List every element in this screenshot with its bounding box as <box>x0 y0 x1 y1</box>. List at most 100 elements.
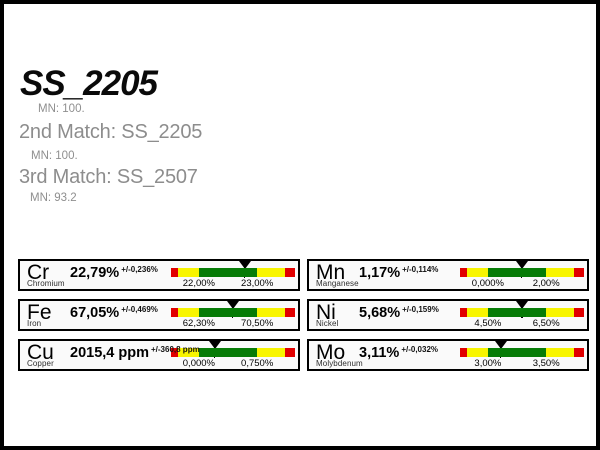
element-value: 2015,4 ppm <box>70 345 149 361</box>
gauge-marker-icon <box>238 261 251 269</box>
best-match-confidence: MN: 100. <box>38 103 85 115</box>
element-card-mo: Mo 3,11% +/-0,032% Molybdenum 3,00% 3,50% <box>307 339 589 371</box>
gauge-segment-green <box>198 308 258 317</box>
gauge-segment-yellow <box>467 308 488 317</box>
element-value: 1,17% <box>359 265 401 281</box>
element-card-ni: Ni 5,68% +/-0,159% Nickel 4,50% 6,50% <box>307 299 589 331</box>
gauge-min-label: 0,000% <box>471 278 505 289</box>
gauge-segment-yellow <box>178 268 199 277</box>
element-name: Copper <box>27 359 54 368</box>
gauge-max-label: 0,750% <box>241 358 274 369</box>
gauge-bar <box>171 268 295 277</box>
gauge-segment-yellow <box>257 348 286 357</box>
element-card-cu: Cu 2015,4 ppm +/-360,8 ppm Copper 0,000% … <box>18 339 300 371</box>
gauge-segment-red <box>460 268 468 277</box>
element-value-row: 1,17% +/-0,114% <box>359 264 438 282</box>
gauge-segment-green <box>487 308 547 317</box>
element-tolerance: +/-0,469% <box>121 305 158 314</box>
gauge-max-label: 23,00% <box>241 278 274 289</box>
element-range-gauge: 4,50% 6,50% <box>460 301 584 329</box>
element-symbol: Cu <box>27 341 54 364</box>
gauge-segment-red <box>574 268 584 277</box>
gauge-segment-yellow <box>257 268 286 277</box>
element-value-row: 22,79% +/-0,236% <box>70 264 158 282</box>
element-name: Iron <box>27 319 42 328</box>
element-card-cr: Cr 22,79% +/-0,236% Chromium 22,00% 23,00… <box>18 259 300 291</box>
gauge-min-label: 62,30% <box>182 318 216 329</box>
element-range-gauge: 3,00% 3,50% <box>460 341 584 369</box>
gauge-min-label: 4,50% <box>474 318 502 329</box>
gauge-segment-red <box>171 268 179 277</box>
gauge-segment-red <box>574 308 584 317</box>
gauge-bar <box>460 308 584 317</box>
element-value: 5,68% <box>359 305 401 321</box>
element-range-gauge: 0,000% 2,00% <box>460 261 584 289</box>
element-grid: Cr 22,79% +/-0,236% Chromium 22,00% 23,00… <box>18 259 589 371</box>
element-tolerance: +/-0,236% <box>121 265 158 274</box>
element-value-row: 2015,4 ppm +/-360,8 ppm <box>70 344 200 362</box>
element-symbol: Mn <box>316 261 346 284</box>
gauge-segment-green <box>198 268 258 277</box>
element-tolerance: +/-360,8 ppm <box>151 345 200 354</box>
gauge-segment-green <box>487 268 547 277</box>
gauge-marker-icon <box>226 301 239 309</box>
gauge-marker-icon <box>208 341 221 349</box>
element-value-row: 67,05% +/-0,469% <box>70 304 158 322</box>
element-name: Manganese <box>316 279 359 288</box>
gauge-segment-yellow <box>467 348 488 357</box>
second-match-confidence: MN: 100. <box>31 150 78 162</box>
element-card-fe: Fe 67,05% +/-0,469% Iron 62,30% 70,50% <box>18 299 300 331</box>
gauge-max-label: 6,50% <box>532 318 560 329</box>
gauge-segment-red <box>285 268 295 277</box>
gauge-bar <box>460 268 584 277</box>
gauge-segment-yellow <box>546 348 575 357</box>
element-value-row: 3,11% +/-0,032% <box>359 344 438 362</box>
element-symbol: Fe <box>27 301 52 324</box>
gauge-marker-icon <box>516 301 529 309</box>
element-symbol: Ni <box>316 301 336 324</box>
element-value: 22,79% <box>70 265 120 281</box>
element-name: Molybdenum <box>316 359 363 368</box>
third-match-confidence: MN: 93.2 <box>30 192 77 204</box>
gauge-min-label: 0,000% <box>182 358 216 369</box>
gauge-segment-yellow <box>546 268 575 277</box>
element-name: Nickel <box>316 319 339 328</box>
element-range-gauge: 62,30% 70,50% <box>171 301 295 329</box>
element-tolerance: +/-0,032% <box>401 345 439 354</box>
element-value: 3,11% <box>359 345 400 361</box>
gauge-segment-red <box>285 308 295 317</box>
gauge-segment-yellow <box>178 348 199 357</box>
gauge-min-label: 3,00% <box>474 358 502 369</box>
gauge-segment-yellow <box>178 308 199 317</box>
element-tolerance: +/-0,114% <box>402 265 439 274</box>
gauge-segment-red <box>171 348 179 357</box>
third-match-label: 3rd Match: SS_2507 <box>19 166 198 188</box>
gauge-segment-red <box>460 348 468 357</box>
gauge-marker-icon <box>494 341 507 349</box>
element-name: Chromium <box>27 279 65 288</box>
gauge-bar <box>460 348 584 357</box>
element-card-mn: Mn 1,17% +/-0,114% Manganese 0,000% 2,00% <box>307 259 589 291</box>
gauge-segment-red <box>171 308 179 317</box>
gauge-max-label: 70,50% <box>241 318 274 329</box>
gauge-segment-red <box>285 348 295 357</box>
gauge-min-label: 22,00% <box>182 278 216 289</box>
gauge-marker-icon <box>515 261 528 269</box>
gauge-segment-yellow <box>546 308 575 317</box>
gauge-segment-red <box>574 348 584 357</box>
element-symbol: Cr <box>27 261 50 284</box>
gauge-segment-green <box>198 348 258 357</box>
gauge-bar <box>171 348 295 357</box>
gauge-segment-red <box>460 308 468 317</box>
gauge-segment-yellow <box>467 268 488 277</box>
gauge-bar <box>171 308 295 317</box>
gauge-max-label: 3,50% <box>532 358 560 369</box>
gauge-segment-yellow <box>257 308 286 317</box>
element-tolerance: +/-0,159% <box>402 305 439 314</box>
element-range-gauge: 0,000% 0,750% <box>171 341 295 369</box>
element-value: 67,05% <box>70 305 120 321</box>
element-symbol: Mo <box>316 341 346 364</box>
element-value-row: 5,68% +/-0,159% <box>359 304 439 322</box>
best-match-grade: SS_2205 <box>20 64 158 103</box>
second-match-label: 2nd Match: SS_2205 <box>19 121 203 143</box>
